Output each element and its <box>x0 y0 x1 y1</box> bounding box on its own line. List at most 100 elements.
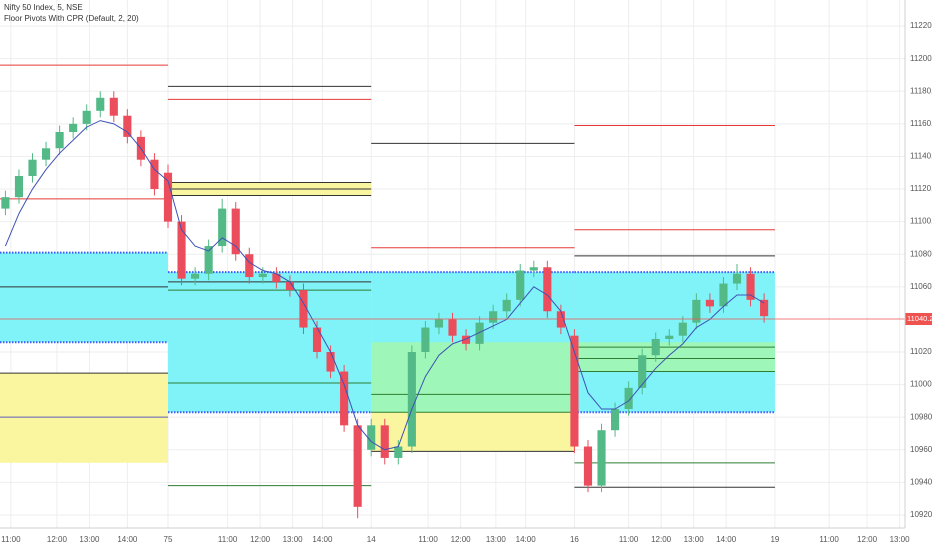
candle-body <box>218 208 227 247</box>
candles <box>1 91 769 519</box>
x-tick-label: 11:00 <box>1 535 21 544</box>
chart-title: Nifty 50 Index, 5, NSE <box>4 3 83 12</box>
y-tick-label: 11100.00 <box>910 217 932 226</box>
cpr-band <box>371 412 575 452</box>
y-tick-label: 11140.00 <box>910 152 932 161</box>
indicator-title: Floor Pivots With CPR (Default, 2, 20) <box>4 14 139 23</box>
candle-body <box>14 176 24 198</box>
candle-body <box>163 172 173 222</box>
candle-body <box>258 273 267 278</box>
x-tick-label: 14:00 <box>312 535 333 544</box>
y-tick-label: 11120.00 <box>910 184 932 193</box>
candle-body <box>82 110 91 124</box>
x-tick-label: 12:00 <box>250 535 271 544</box>
x-tick-label: 14:00 <box>516 535 537 544</box>
x-tick-label: 11:00 <box>218 535 238 544</box>
axes: 11220.00 11200.00 11180.00 11160.00 11140.00… <box>1 21 932 544</box>
x-tick-label: 13:00 <box>79 535 100 544</box>
x-tick-label: 13:00 <box>684 535 705 544</box>
candle-body <box>367 425 376 450</box>
candle-body <box>272 273 281 282</box>
candle-body <box>434 319 444 328</box>
candle-body <box>353 425 362 507</box>
candle-body <box>41 148 51 160</box>
candle-body <box>665 335 674 339</box>
y-tick-label: 11080.00 <box>910 249 932 258</box>
candle-body <box>191 273 200 279</box>
x-tick-label: 13:00 <box>890 535 911 544</box>
x-tick-label: 14:00 <box>716 535 737 544</box>
y-tick-label: 10960.00 <box>910 445 932 454</box>
candle-body <box>150 159 159 190</box>
x-tick-label: 75 <box>164 535 173 544</box>
candle-body <box>448 319 457 336</box>
y-tick-label: 10980.00 <box>910 412 932 421</box>
y-tick-label: 11160.00 <box>910 119 932 128</box>
candle-body <box>583 446 593 486</box>
y-tick-label: 11220.00 <box>910 21 932 30</box>
candle-body <box>570 335 579 447</box>
candle-body <box>407 352 416 447</box>
candle-body <box>597 430 606 486</box>
candle-body <box>96 97 105 111</box>
x-tick-label: 14:00 <box>117 535 138 544</box>
x-tick-label: 13:00 <box>283 535 304 544</box>
candle-body <box>299 290 308 328</box>
candle-body <box>55 132 64 149</box>
ema-line <box>4 120 765 451</box>
x-tick-label: 12:00 <box>857 535 878 544</box>
cpr-band <box>167 272 372 413</box>
candle-body <box>326 352 335 372</box>
candle-body <box>340 371 349 426</box>
last-price-box <box>905 313 932 325</box>
candle-body <box>719 283 728 307</box>
candle-body <box>692 299 701 323</box>
last-price-label: 11040.25 <box>907 314 932 323</box>
candle-body <box>421 327 430 352</box>
candle-body <box>245 254 254 278</box>
candle-body <box>285 281 294 291</box>
y-tick-label: 11180.00 <box>910 86 932 95</box>
x-tick-label: 11:00 <box>619 535 639 544</box>
candle-body <box>543 267 552 312</box>
cpr-band <box>0 373 168 463</box>
x-tick-label: 13:00 <box>486 535 507 544</box>
candle-body <box>461 335 471 344</box>
y-tick-label: 10940.00 <box>910 477 932 486</box>
pivot-levels <box>0 64 775 488</box>
candle-body <box>231 208 240 255</box>
x-tick-label: 16 <box>570 535 579 544</box>
candle-body <box>380 425 389 458</box>
candle-body <box>624 387 633 410</box>
x-tick-label: 12:00 <box>651 535 672 544</box>
candle-body <box>746 273 755 300</box>
candle-body <box>638 355 647 388</box>
x-tick-label: 12:00 <box>451 535 472 544</box>
x-tick-label: 19 <box>770 535 779 544</box>
x-tick-label: 11:00 <box>819 535 839 544</box>
y-tick-label: 11000.00 <box>910 380 932 389</box>
candle-body <box>556 311 565 328</box>
cpr-band <box>0 252 168 343</box>
y-tick-label: 11020.00 <box>910 347 932 356</box>
candle-body <box>705 299 714 307</box>
candle-body <box>69 123 78 132</box>
candle-body <box>529 267 538 271</box>
y-tick-label: 10920.00 <box>910 510 932 519</box>
candle-body <box>678 322 687 336</box>
y-tick-label: 11200.00 <box>910 54 932 63</box>
candle-body <box>312 327 322 352</box>
candle-body <box>204 246 213 274</box>
overlay: 11040.25 <box>0 120 932 451</box>
cpr-band <box>371 342 575 413</box>
candle-body <box>1 197 10 209</box>
candle-body <box>502 299 511 312</box>
cpr-bands <box>0 182 775 463</box>
x-tick-label: 12:00 <box>47 535 68 544</box>
candle-body <box>28 159 37 176</box>
y-tick-label: 11060.00 <box>910 282 932 291</box>
x-tick-label: 11:00 <box>418 535 438 544</box>
candle-body <box>109 97 118 116</box>
